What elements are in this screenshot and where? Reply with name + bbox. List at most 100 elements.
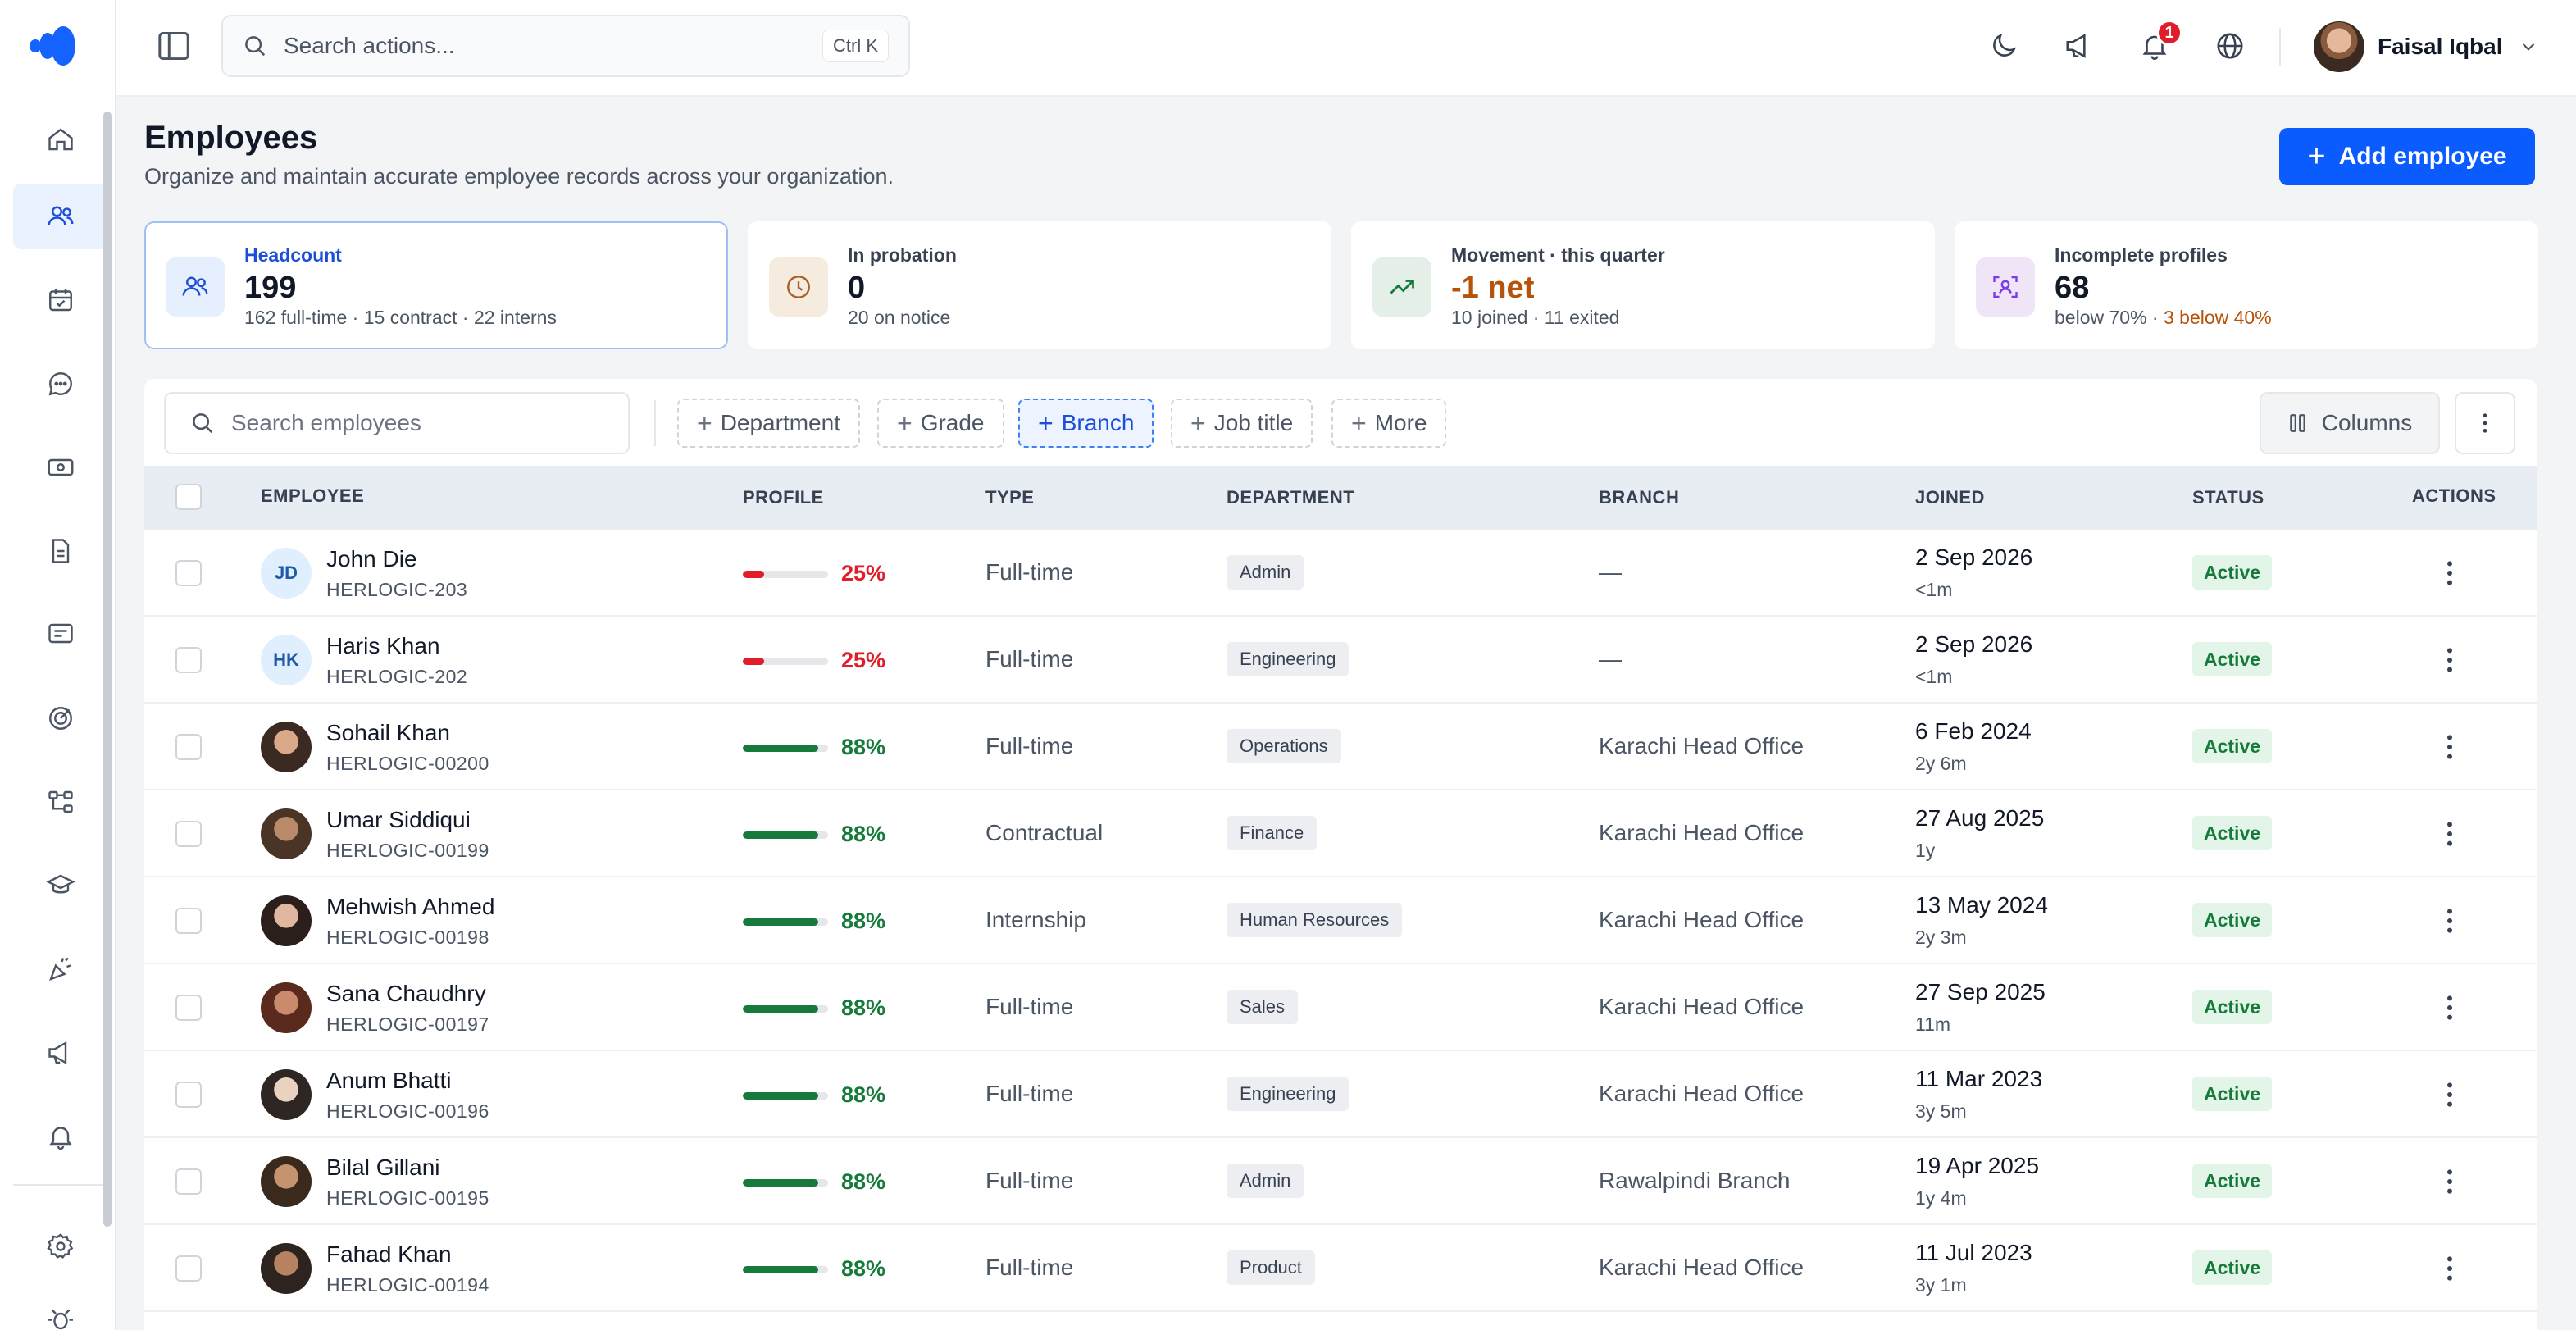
sidebar-scrollbar[interactable] <box>103 112 112 1227</box>
user-menu[interactable]: Faisal Iqbal <box>2314 20 2539 74</box>
table-row[interactable]: JD John Die HERLOGIC-203 25% Full-time Admin —… <box>144 530 2537 617</box>
employee-name[interactable]: Sohail Khan <box>326 720 451 745</box>
branch-name: Karachi Head Office <box>1599 907 1805 932</box>
sidebar-item-target-icon[interactable] <box>13 685 108 751</box>
row-checkbox[interactable] <box>175 647 202 673</box>
table-row[interactable]: HK Haris Khan HERLOGIC-202 25% Full-time Engi… <box>144 617 2537 704</box>
employee-name[interactable]: Anum Bhatti <box>326 1068 452 1093</box>
row-checkbox[interactable] <box>175 734 202 760</box>
stat-movement[interactable]: Movement · this quarter -1 net 10 joined… <box>1351 221 1935 349</box>
chat-icon <box>48 372 72 396</box>
row-checkbox[interactable] <box>175 1168 202 1195</box>
search-actions-input[interactable]: Search actions... Ctrl K <box>221 15 910 77</box>
department-badge: Sales <box>1227 990 1299 1024</box>
table-row[interactable]: Anum Bhatti HERLOGIC-00196 88% Full-time Eng… <box>144 1051 2537 1138</box>
row-checkbox[interactable] <box>175 995 202 1021</box>
sidebar-item-message-square-icon[interactable] <box>13 602 108 667</box>
bell-icon[interactable]: 1 <box>2137 20 2182 64</box>
users-icon <box>48 206 74 225</box>
branch-name: Karachi Head Office <box>1599 1081 1805 1106</box>
app-logo[interactable] <box>30 26 79 66</box>
employee-search-input[interactable]: Search employees <box>164 392 630 454</box>
sidebar-item-document-icon[interactable] <box>13 518 108 584</box>
sidebar-item-party-icon[interactable] <box>13 936 108 1002</box>
employee-name[interactable]: Mehwish Ahmed <box>326 894 495 919</box>
col-type[interactable]: TYPE <box>985 487 1035 508</box>
avatar <box>261 808 312 859</box>
branch-name: Karachi Head Office <box>1599 994 1805 1019</box>
status-badge: Active <box>2192 1164 2273 1198</box>
filter-chip-department[interactable]: + Department <box>677 399 860 448</box>
table-row[interactable]: Sohail Khan HERLOGIC-00200 88% Full-time Ope… <box>144 704 2537 790</box>
employee-name[interactable]: Umar Siddiqui <box>326 807 471 832</box>
notification-badge: 1 <box>2156 20 2182 46</box>
profile-progress-bar <box>743 918 828 926</box>
trending-up-icon <box>1372 257 1431 317</box>
columns-button[interactable]: Columns <box>2260 392 2440 454</box>
sidebar-item-chat-icon[interactable] <box>13 351 108 417</box>
bug-icon[interactable] <box>13 1287 108 1330</box>
col-department[interactable]: DEPARTMENT <box>1227 487 1355 508</box>
add-employee-button[interactable]: + Add employee <box>2279 128 2535 185</box>
table-row[interactable]: Bilal Gillani HERLOGIC-00195 88% Full-time A… <box>144 1138 2537 1225</box>
col-branch[interactable]: BRANCH <box>1599 487 1680 508</box>
employee-name[interactable]: John Die <box>326 546 417 572</box>
stat-incomplete[interactable]: Incomplete profiles 68 below 70% · 3 bel… <box>1955 221 2538 349</box>
col-profile[interactable]: PROFILE <box>743 487 824 508</box>
row-actions-icon[interactable] <box>2442 991 2458 1024</box>
col-employee[interactable]: EMPLOYEE <box>261 485 365 506</box>
table-row[interactable]: Sana Chaudhry HERLOGIC-00197 88% Full-time S… <box>144 964 2537 1051</box>
table-row[interactable]: Mehwish Ahmed HERLOGIC-00198 88% Internship… <box>144 877 2537 964</box>
sidebar-item-users-icon[interactable] <box>13 184 108 249</box>
moon-icon[interactable] <box>1986 28 2022 64</box>
stat-sub: 10 joined · 11 exited <box>1451 307 1620 328</box>
filter-chip-more[interactable]: + More <box>1331 399 1447 448</box>
stat-value: -1 net <box>1451 271 1535 305</box>
table-row[interactable]: Umar Siddiqui HERLOGIC-00199 88% Contractua… <box>144 790 2537 877</box>
sidebar-item-calendar-icon[interactable] <box>13 267 108 333</box>
row-actions-icon[interactable] <box>2442 1165 2458 1198</box>
employee-code: HERLOGIC-203 <box>326 579 468 600</box>
sidebar-toggle-icon[interactable] <box>157 31 190 61</box>
sidebar-item-workflow-icon[interactable] <box>13 769 108 835</box>
col-joined[interactable]: JOINED <box>1915 487 1985 508</box>
megaphone-icon[interactable] <box>2061 28 2097 64</box>
sidebar-item-graduation-cap-icon[interactable] <box>13 853 108 918</box>
row-actions-icon[interactable] <box>2442 644 2458 676</box>
row-actions-icon[interactable] <box>2442 904 2458 937</box>
stat-probation[interactable]: In probation 0 20 on notice <box>748 221 1331 349</box>
employee-name[interactable]: Bilal Gillani <box>326 1155 440 1180</box>
select-all-checkbox[interactable] <box>175 484 202 510</box>
sidebar-item-megaphone-icon[interactable] <box>13 1020 108 1086</box>
settings-icon[interactable] <box>13 1214 108 1279</box>
row-checkbox[interactable] <box>175 560 202 586</box>
profile-progress-bar <box>743 1266 828 1273</box>
table-row[interactable]: Fahad Khan HERLOGIC-00194 88% Full-time Prod… <box>144 1225 2537 1312</box>
sidebar-item-banknote-icon[interactable] <box>13 435 108 500</box>
row-checkbox[interactable] <box>175 821 202 847</box>
row-actions-icon[interactable] <box>2442 557 2458 590</box>
row-actions-icon[interactable] <box>2442 818 2458 850</box>
filter-chip-grade[interactable]: + Grade <box>877 399 1004 448</box>
stat-headcount[interactable]: Headcount 199 162 full-time · 15 contrac… <box>144 221 728 349</box>
row-actions-icon[interactable] <box>2442 731 2458 763</box>
branch-name: Karachi Head Office <box>1599 1255 1805 1280</box>
sidebar-item-home-icon[interactable] <box>13 107 108 172</box>
row-checkbox[interactable] <box>175 908 202 934</box>
more-options-button[interactable] <box>2455 392 2515 454</box>
row-checkbox[interactable] <box>175 1255 202 1282</box>
employee-name[interactable]: Sana Chaudhry <box>326 981 486 1006</box>
employee-name[interactable]: Haris Khan <box>326 633 440 658</box>
profile-percent: 88% <box>841 735 886 759</box>
col-status[interactable]: STATUS <box>2192 487 2264 508</box>
globe-icon[interactable] <box>2212 28 2248 64</box>
branch-name: Rawalpindi Branch <box>1599 1168 1791 1193</box>
filter-chip-job-title[interactable]: + Job title <box>1171 399 1313 448</box>
status-badge: Active <box>2192 816 2273 850</box>
employee-name[interactable]: Fahad Khan <box>326 1241 452 1267</box>
filter-chip-branch[interactable]: + Branch <box>1018 399 1154 448</box>
row-checkbox[interactable] <box>175 1082 202 1108</box>
sidebar-item-bell-icon[interactable] <box>13 1104 108 1169</box>
row-actions-icon[interactable] <box>2442 1252 2458 1285</box>
row-actions-icon[interactable] <box>2442 1078 2458 1111</box>
